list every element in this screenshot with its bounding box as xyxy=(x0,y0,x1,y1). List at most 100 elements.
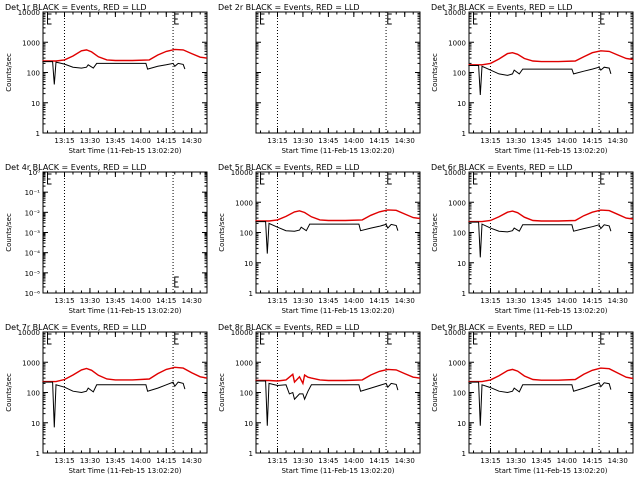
y-tick-label: 10 xyxy=(31,100,40,108)
y-tick-label: 10000 xyxy=(231,329,253,337)
x-tick-label: 13:30 xyxy=(293,297,313,305)
y-tick-label: 10000 xyxy=(231,169,253,177)
x-tick-label: 14:30 xyxy=(395,137,415,145)
detector-panel-5: Det 5r BLACK = Events, RED = LLD 1 10 100 10… xyxy=(218,163,421,315)
lld-series-line xyxy=(468,367,634,383)
x-tick-label: 13:30 xyxy=(506,137,526,145)
bracket-mark xyxy=(260,173,265,185)
y-tick-label: 1000 xyxy=(235,359,253,367)
panel-title: Det 6r BLACK = Events, RED = LLD xyxy=(431,163,573,172)
y-tick-label: 10⁰ xyxy=(28,169,40,177)
panel-title: Det 1r BLACK = Events, RED = LLD xyxy=(5,3,147,12)
x-axis-label: Start Time (11-Feb-15 13:02:20) xyxy=(281,307,394,315)
x-axis-label: Start Time (11-Feb-15 13:02:20) xyxy=(281,467,394,475)
y-tick-label: 100 xyxy=(453,390,466,398)
plot-frame xyxy=(42,331,208,454)
detector-panel-6: Det 6r BLACK = Events, RED = LLD 1 10 100 10… xyxy=(431,163,634,315)
x-tick-label: 14:00 xyxy=(344,457,364,465)
bracket-mark xyxy=(174,276,179,288)
y-tick-label: 1 xyxy=(462,290,466,298)
x-tick-label: 14:15 xyxy=(156,137,176,145)
detector-panel-4: Det 4r BLACK = Events, RED = LLD 10⁻⁶ 10⁻⁵… xyxy=(5,163,208,315)
y-tick-label: 1000 xyxy=(448,199,466,207)
x-tick-label: 13:45 xyxy=(531,137,551,145)
y-tick-label: 100 xyxy=(453,230,466,238)
events-series-line xyxy=(42,61,186,85)
lld-series-line xyxy=(42,366,208,383)
bracket-mark xyxy=(387,173,392,185)
y-tick-label: 10⁻³ xyxy=(25,230,41,238)
events-series-line xyxy=(255,221,399,254)
y-tick-label: 10 xyxy=(457,260,466,268)
y-tick-label: 10⁻⁶ xyxy=(25,290,41,298)
detector-panel-1: Det 1r BLACK = Events, RED = LLD 1 10 100 10… xyxy=(5,3,208,155)
x-tick-label: 13:15 xyxy=(267,457,287,465)
y-tick-label: 100 xyxy=(240,230,253,238)
x-tick-label: 14:15 xyxy=(369,457,389,465)
y-tick-label: 100 xyxy=(453,70,466,78)
y-tick-label: 1000 xyxy=(235,199,253,207)
x-tick-label: 14:15 xyxy=(582,297,602,305)
x-tick-label: 14:30 xyxy=(608,137,628,145)
bracket-mark xyxy=(473,333,478,345)
y-tick-label: 1 xyxy=(249,450,253,458)
y-tick-label: 10000 xyxy=(444,329,466,337)
x-axis-label: Start Time (11-Feb-15 13:02:20) xyxy=(68,147,181,155)
y-axis-label: Counts/sec xyxy=(5,53,13,92)
plot-frame xyxy=(468,331,634,454)
panel-title: Det 9r BLACK = Events, RED = LLD xyxy=(431,323,573,332)
detector-panel-3: Det 3r BLACK = Events, RED = LLD 1 10 100 10… xyxy=(431,3,634,155)
y-tick-label: 1 xyxy=(36,450,40,458)
y-tick-label: 1000 xyxy=(22,359,40,367)
bracket-mark xyxy=(47,333,52,345)
x-tick-label: 13:15 xyxy=(54,137,74,145)
x-axis-label: Start Time (11-Feb-15 13:02:20) xyxy=(494,307,607,315)
x-tick-label: 14:15 xyxy=(156,297,176,305)
y-tick-label: 10 xyxy=(244,260,253,268)
x-tick-label: 14:30 xyxy=(182,457,202,465)
x-tick-label: 13:15 xyxy=(480,137,500,145)
x-tick-label: 14:00 xyxy=(131,297,151,305)
y-tick-label: 10⁻¹ xyxy=(25,189,41,197)
plot-frame xyxy=(42,11,208,134)
y-tick-label: 10⁻⁵ xyxy=(25,270,41,278)
panel-title: Det 3r BLACK = Events, RED = LLD xyxy=(431,3,573,12)
events-series-line xyxy=(255,380,399,426)
y-tick-label: 10 xyxy=(244,420,253,428)
x-tick-label: 13:30 xyxy=(293,137,313,145)
y-tick-label: 10⁻⁴ xyxy=(25,250,41,258)
y-tick-label: 1 xyxy=(462,130,466,138)
x-tick-label: 14:00 xyxy=(557,457,577,465)
bracket-mark xyxy=(387,13,392,25)
y-tick-label: 1 xyxy=(249,290,253,298)
bracket-mark xyxy=(473,173,478,185)
y-tick-label: 10000 xyxy=(18,329,40,337)
x-tick-label: 13:15 xyxy=(54,457,74,465)
x-axis-label: Start Time (11-Feb-15 13:02:20) xyxy=(494,147,607,155)
y-tick-label: 10⁻² xyxy=(25,209,41,217)
y-tick-label: 10 xyxy=(457,100,466,108)
x-axis-label: Start Time (11-Feb-15 13:02:20) xyxy=(281,147,394,155)
y-tick-label: 10000 xyxy=(444,169,466,177)
bracket-mark xyxy=(47,13,52,25)
x-tick-label: 14:15 xyxy=(582,457,602,465)
y-tick-label: 1000 xyxy=(448,39,466,47)
bracket-mark xyxy=(600,173,605,185)
panel-title: Det 5r BLACK = Events, RED = LLD xyxy=(218,163,360,172)
y-tick-label: 100 xyxy=(27,390,40,398)
x-tick-label: 14:30 xyxy=(395,297,415,305)
y-tick-label: 1000 xyxy=(448,359,466,367)
y-tick-label: 100 xyxy=(27,70,40,78)
bracket-mark xyxy=(473,13,478,25)
y-tick-label: 1 xyxy=(36,130,40,138)
bracket-mark xyxy=(260,13,265,25)
plot-frame xyxy=(468,11,634,134)
y-tick-label: 1 xyxy=(462,450,466,458)
y-axis-label: Counts/sec xyxy=(5,213,13,252)
x-tick-label: 13:15 xyxy=(480,457,500,465)
bracket-mark xyxy=(260,333,265,345)
x-tick-label: 14:15 xyxy=(369,297,389,305)
x-axis-label: Start Time (11-Feb-15 13:02:20) xyxy=(68,307,181,315)
x-tick-label: 14:00 xyxy=(557,297,577,305)
y-axis-label: Counts/sec xyxy=(218,373,226,412)
